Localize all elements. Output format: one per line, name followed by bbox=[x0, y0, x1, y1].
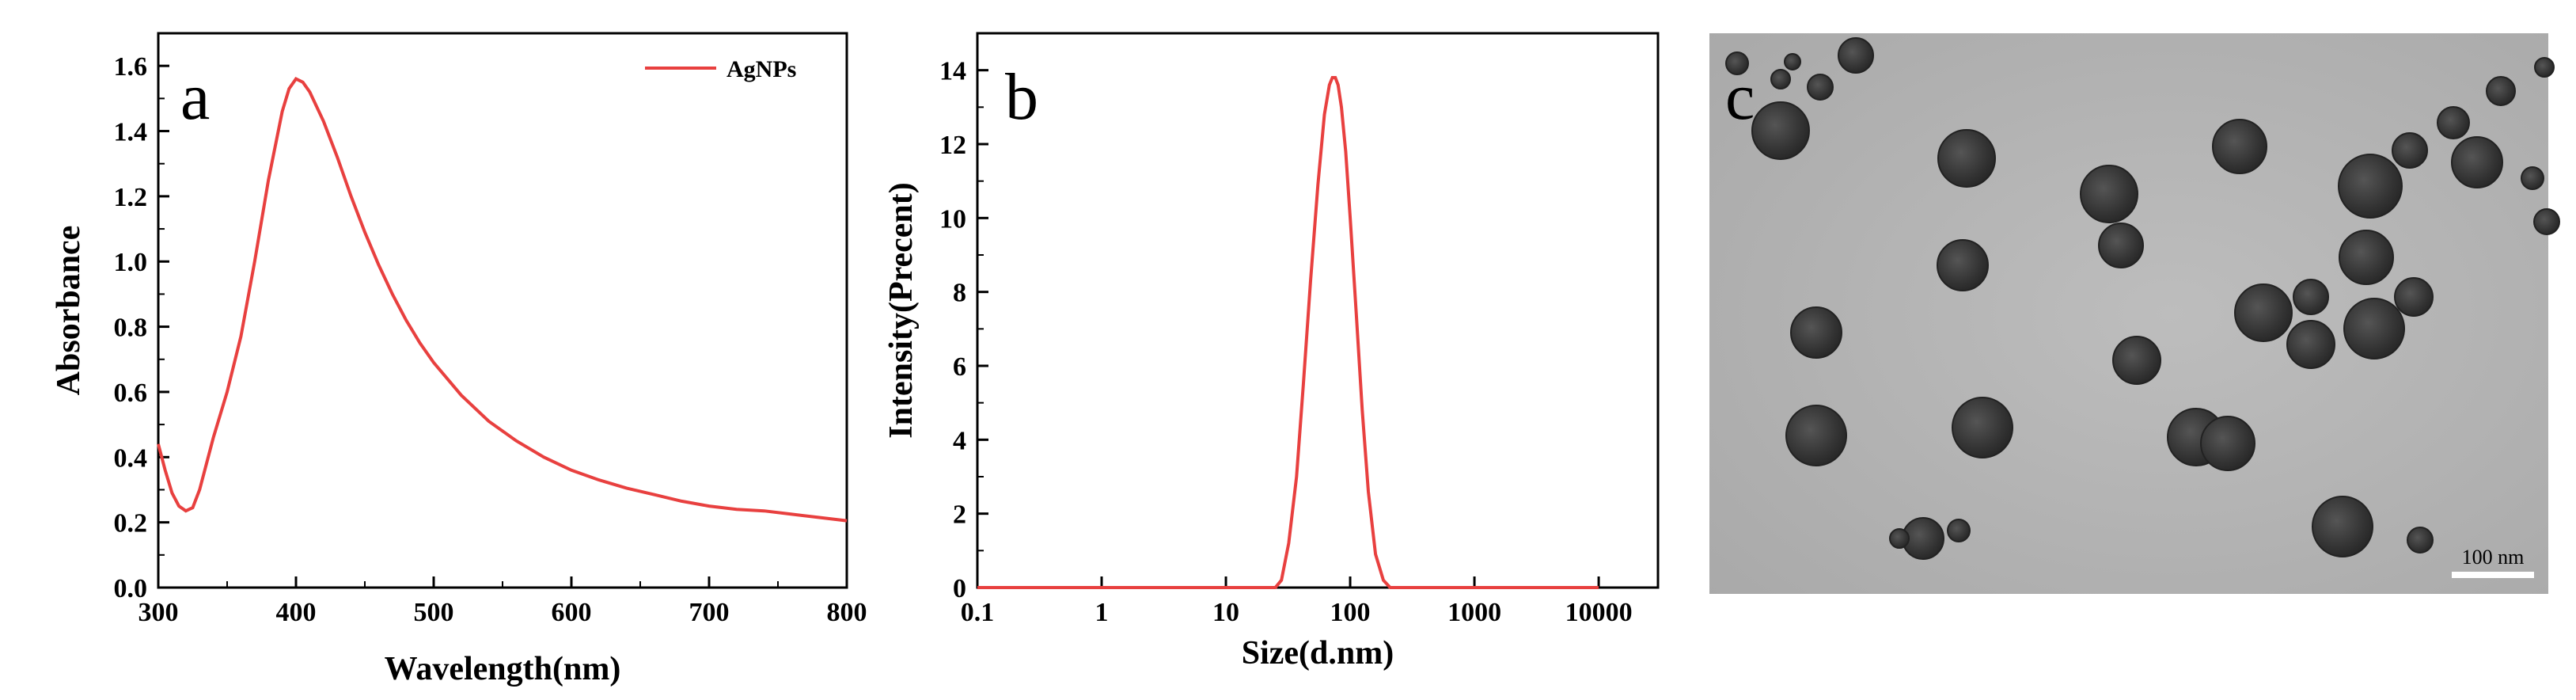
panel-a-y-tick-label: 1.6 bbox=[114, 52, 148, 82]
tem-nanoparticle bbox=[2394, 277, 2434, 317]
panel-b-y-ticks: 0 2 4 6 8 10 12 14 bbox=[939, 57, 988, 603]
panel-b-plot-frame bbox=[976, 32, 1660, 589]
panel-b-y-tick-label: 0 bbox=[953, 574, 966, 603]
panel-c-letter: c bbox=[1725, 60, 1755, 134]
panel-a-x-axis-label: Wavelength(nm) bbox=[385, 651, 621, 687]
panel-a-y-tick-label: 1.2 bbox=[114, 183, 148, 212]
panel-b-y-tick-label: 10 bbox=[939, 204, 966, 234]
panel-c-tem-image: c 100 nm bbox=[1709, 33, 2560, 594]
tem-scale-bar-label: 100 nm bbox=[2462, 546, 2525, 569]
tem-nanoparticle bbox=[1937, 129, 1996, 188]
tem-nanoparticle bbox=[2533, 208, 2560, 235]
panel-a-y-tick-label: 0.0 bbox=[114, 574, 148, 603]
tem-nanoparticle bbox=[2392, 132, 2428, 169]
tem-scale-bar: 100 nm bbox=[2452, 546, 2534, 578]
tem-nanoparticle bbox=[2098, 223, 2144, 268]
panel-a-x-tick-label: 500 bbox=[414, 598, 454, 627]
panel-b-x-tick-label: 0.1 bbox=[961, 598, 995, 627]
tem-nanoparticle bbox=[2293, 279, 2329, 315]
panel-a-y-tick-label: 1.0 bbox=[114, 248, 148, 277]
tem-nanoparticle bbox=[2407, 527, 2434, 554]
panel-a-y-tick-label: 0.8 bbox=[114, 314, 148, 343]
tem-nanoparticle bbox=[2437, 106, 2470, 139]
panel-b-x-tick-label: 100 bbox=[1330, 598, 1371, 627]
panel-b-intensity-line bbox=[977, 76, 1599, 589]
panel-a-x-tick-label: 600 bbox=[552, 598, 592, 627]
panel-a-y-axis-label: Absorbance bbox=[51, 226, 87, 396]
panel-a-x-tick-label: 400 bbox=[276, 598, 317, 627]
panel-b-x-ticks: 0.1 1 10 100 1000 10000 bbox=[961, 576, 1633, 627]
panel-a-y-tick-label: 1.4 bbox=[114, 118, 148, 147]
tem-nanoparticle bbox=[2343, 298, 2405, 360]
panel-a-letter: a bbox=[180, 60, 210, 134]
tem-nanoparticle bbox=[2312, 496, 2373, 557]
tem-scale-bar-line bbox=[2452, 572, 2534, 578]
panel-a-agnps-line bbox=[157, 77, 848, 523]
panel-b-x-axis-label: Size(d.nm) bbox=[1242, 635, 1394, 671]
tem-nanoparticle bbox=[2234, 283, 2293, 342]
tem-nanoparticle bbox=[1947, 519, 1971, 542]
tem-nanoparticle bbox=[2486, 76, 2516, 106]
panel-a-y-tick-label: 0.6 bbox=[114, 379, 148, 408]
tem-nanoparticle bbox=[1838, 37, 1874, 74]
tem-nanoparticle bbox=[2338, 154, 2403, 219]
tem-nanoparticle bbox=[2212, 119, 2267, 174]
panel-a-absorbance-chart: 300 400 500 600 700 800 0.0 0.2 0.4 0.6 0.8 1.0 1.2… bbox=[51, 32, 867, 687]
tem-nanoparticle bbox=[1725, 51, 1749, 75]
tem-nanoparticle bbox=[1937, 239, 1989, 291]
panel-a-legend-label: AgNPs bbox=[727, 56, 796, 82]
panel-b-x-tick-label: 10 bbox=[1212, 598, 1239, 627]
panel-b-letter: b bbox=[1005, 60, 1038, 134]
tem-nanoparticle bbox=[1784, 53, 1801, 70]
panel-a-plot-frame bbox=[157, 32, 848, 589]
panel-b-y-tick-label: 2 bbox=[953, 500, 966, 530]
panel-b-y-tick-label: 14 bbox=[939, 57, 966, 86]
tem-nanoparticles bbox=[1725, 37, 2560, 560]
panel-a-y-tick-label: 0.4 bbox=[114, 443, 148, 473]
tem-nanoparticle bbox=[1770, 69, 1791, 89]
panel-a-y-tick-label: 0.2 bbox=[114, 509, 148, 538]
panel-b-x-tick-label: 10000 bbox=[1565, 598, 1633, 627]
panel-a-legend: AgNPs bbox=[645, 56, 796, 82]
tem-nanoparticle bbox=[1790, 306, 1842, 359]
tem-nanoparticle bbox=[2451, 136, 2503, 188]
panel-b-x-tick-label: 1 bbox=[1095, 598, 1109, 627]
panel-a-x-tick-label: 300 bbox=[138, 598, 179, 627]
tem-nanoparticle bbox=[1889, 528, 1910, 549]
tem-nanoparticle bbox=[2286, 320, 2335, 369]
tem-nanoparticle bbox=[1952, 397, 2013, 458]
panel-b-y-tick-label: 8 bbox=[953, 279, 966, 308]
tem-nanoparticle bbox=[1785, 405, 1847, 466]
panel-b-y-tick-label: 6 bbox=[953, 352, 966, 382]
tem-nanoparticle bbox=[1807, 74, 1834, 101]
panel-b-y-tick-label: 12 bbox=[939, 131, 966, 160]
tem-nanoparticle bbox=[2521, 166, 2544, 190]
panel-a-x-tick-label: 800 bbox=[827, 598, 867, 627]
tem-nanoparticle bbox=[2534, 57, 2555, 78]
panel-b-y-axis-label: Intensity(Precent) bbox=[883, 182, 920, 438]
panel-b-size-distribution-chart: 0.1 1 10 100 1000 10000 0 2 4 6 8 10 12 14 b Size(d.… bbox=[883, 32, 1660, 671]
tem-nanoparticle bbox=[2339, 230, 2394, 285]
tem-nanoparticle bbox=[2112, 336, 2161, 385]
panel-b-x-tick-label: 1000 bbox=[1447, 598, 1501, 627]
panel-b-y-tick-label: 4 bbox=[953, 426, 966, 455]
panel-a-y-ticks: 0.0 0.2 0.4 0.6 0.8 1.0 1.2 1.4 1.6 bbox=[114, 32, 169, 603]
panel-a-x-tick-label: 700 bbox=[689, 598, 730, 627]
tem-nanoparticle bbox=[1751, 101, 1810, 160]
tem-nanoparticle bbox=[2080, 165, 2138, 223]
panel-a-x-ticks: 300 400 500 600 700 800 bbox=[138, 576, 867, 627]
tem-nanoparticle bbox=[2200, 416, 2255, 471]
